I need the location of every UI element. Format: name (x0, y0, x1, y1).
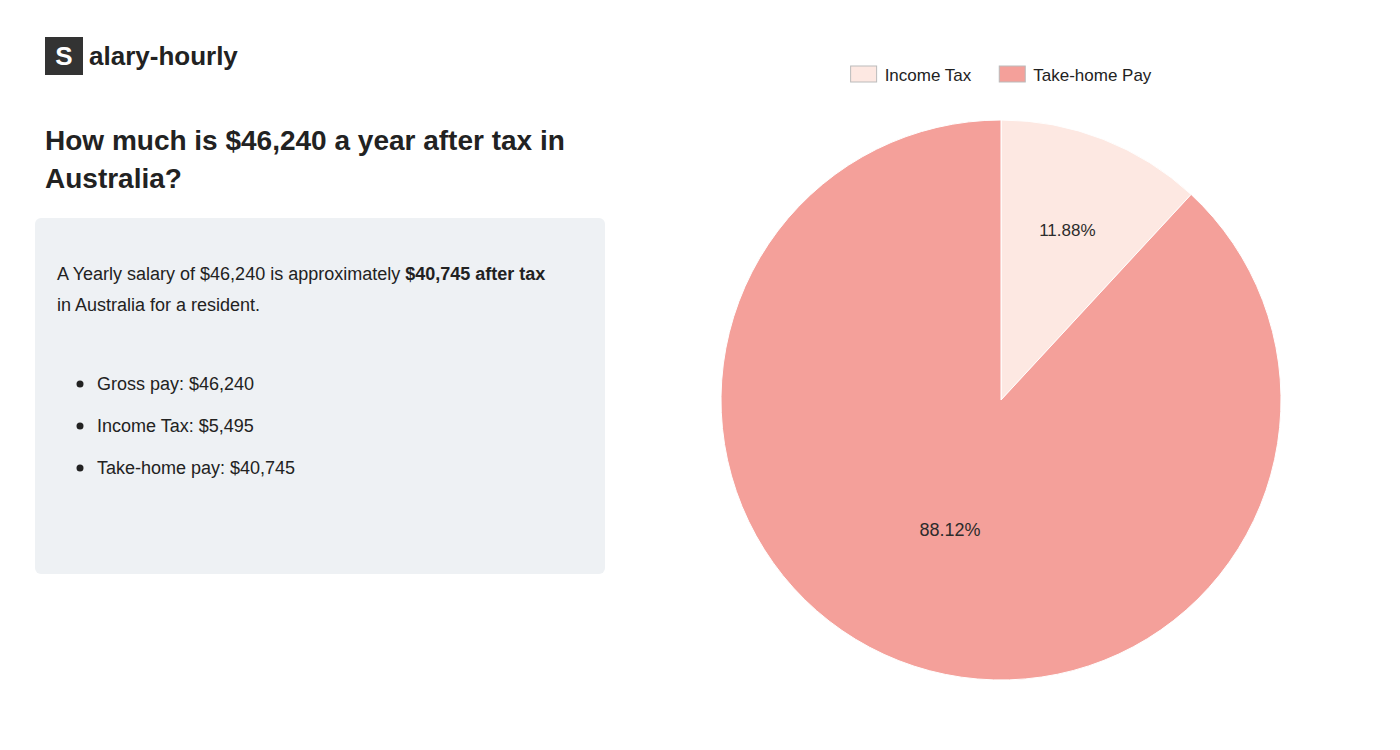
legend-item: Income Tax (851, 66, 972, 85)
summary-line: in Australia for a resident. (57, 295, 260, 315)
bullet-text: Income Tax: $5,495 (97, 416, 254, 436)
bullet (77, 423, 84, 430)
title-line: How much is $46,240 a year after tax in (45, 125, 565, 156)
data-label: 11.88% (1039, 221, 1095, 240)
legend-item: Take-home Pay (999, 66, 1152, 85)
bullet (77, 381, 84, 388)
info-box (35, 218, 605, 574)
legend: Income Tax Take-home Pay (851, 66, 1152, 85)
bullet (77, 465, 84, 472)
text-panel: Salary-hourly How much is $46,240 a year … (35, 37, 605, 574)
logo-text: alary-hourly (89, 41, 238, 71)
summary-text: A Yearly salary of $46,240 is approximat… (57, 264, 405, 284)
title: How much is $46,240 a year after tax in A… (45, 125, 565, 194)
logo-box (45, 37, 83, 75)
logo: Salary-hourly (45, 37, 238, 75)
legend-swatch (851, 66, 877, 82)
summary-highlight: $40,745 after tax (405, 264, 545, 284)
slice (721, 120, 1281, 680)
pie: 11.88% 88.12% (721, 120, 1281, 680)
legend-label: Income Tax (885, 66, 972, 85)
bullet-text: Gross pay: $46,240 (97, 374, 254, 394)
legend-swatch (999, 66, 1025, 82)
chart: Salary-hourly How much is $46,240 a year … (0, 0, 1400, 750)
title-line: Australia? (45, 163, 182, 194)
legend-label: Take-home Pay (1033, 66, 1152, 85)
bullet-text: Take-home pay: $40,745 (97, 458, 295, 478)
summary-line: A Yearly salary of $46,240 is approximat… (57, 264, 545, 284)
logo-letter: S (55, 41, 72, 71)
data-label: 88.12% (919, 520, 980, 540)
